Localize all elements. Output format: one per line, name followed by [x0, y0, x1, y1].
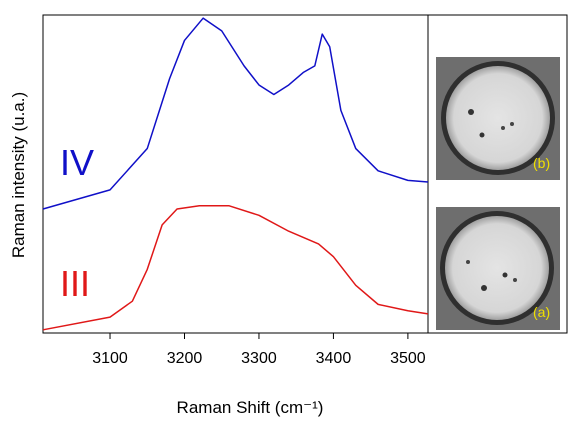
- y-axis-label: Raman intensity (u.a.): [9, 92, 28, 258]
- inset-panel: [427, 14, 568, 334]
- x-tick-label: 3300: [241, 350, 277, 367]
- x-axis-label: Raman Shift (cm⁻¹): [177, 398, 324, 417]
- line: [42, 205, 429, 331]
- series-label: III: [60, 263, 90, 304]
- inset-image: [436, 207, 560, 330]
- inset-label: (b): [533, 155, 550, 171]
- x-tick-label: 3100: [92, 350, 128, 367]
- x-tick-label: 3500: [390, 350, 426, 367]
- x-tick-label: 3200: [167, 350, 203, 367]
- plot-frame: [42, 14, 429, 334]
- x-tick-label: 3400: [316, 350, 352, 367]
- line: [42, 17, 429, 210]
- series-label: IV: [60, 142, 94, 183]
- inset-label: (a): [533, 304, 550, 320]
- inset-image: [436, 57, 560, 180]
